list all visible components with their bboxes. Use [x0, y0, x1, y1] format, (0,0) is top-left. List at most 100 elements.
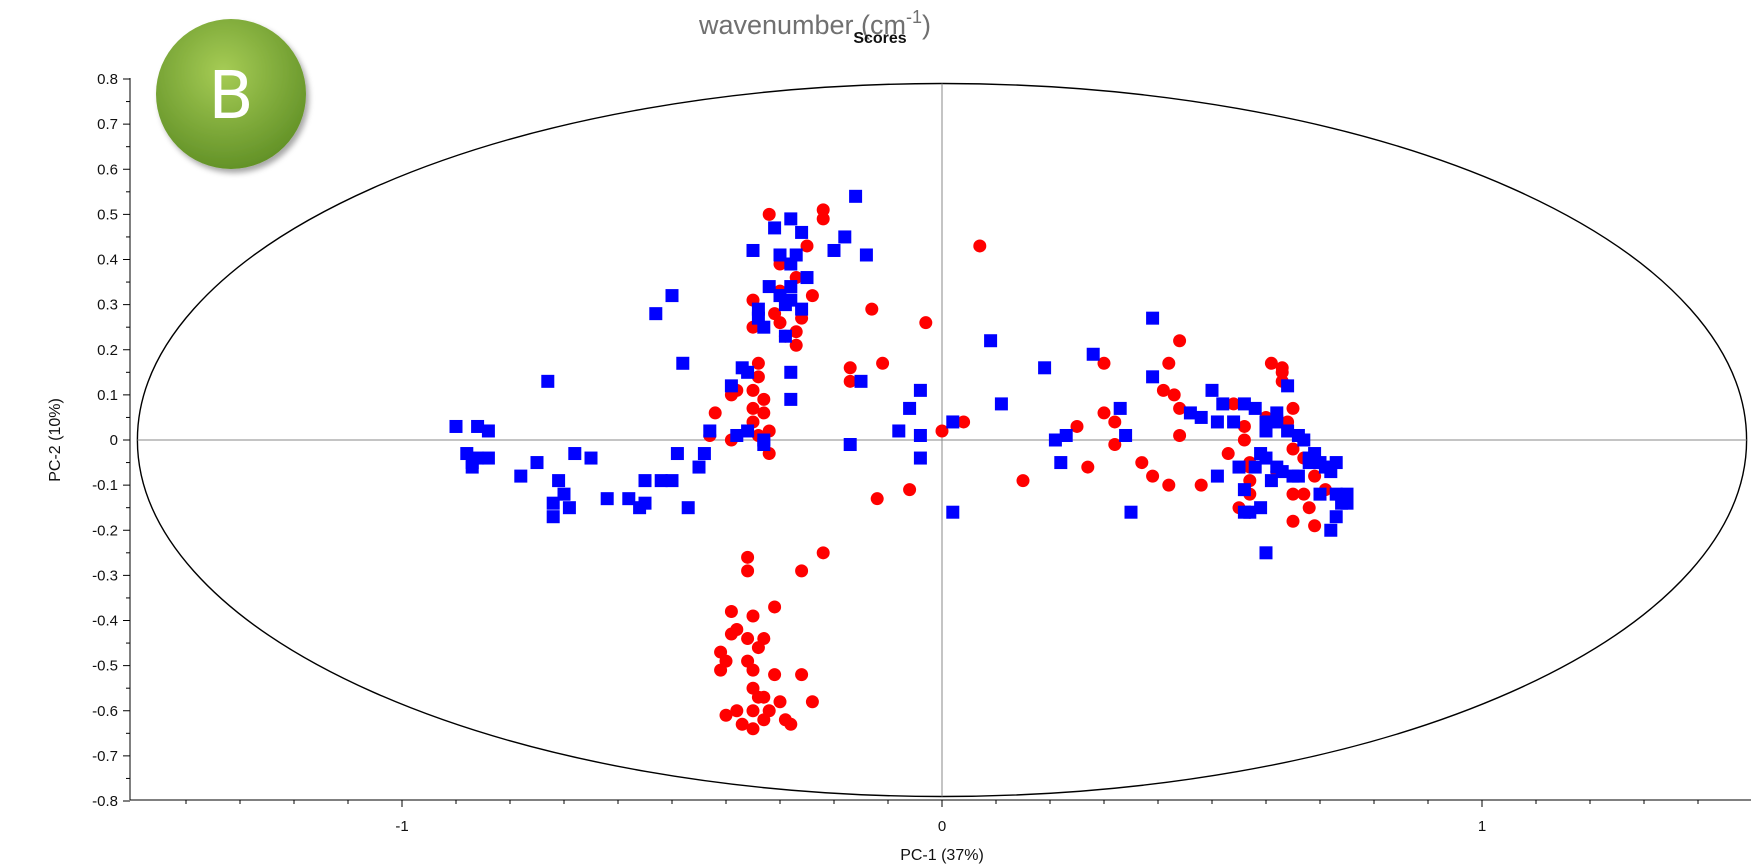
data-point-blue-square — [827, 243, 841, 257]
data-point-red-circle — [730, 704, 744, 718]
data-point-blue-square — [1237, 397, 1251, 411]
data-point-blue-square — [946, 505, 960, 519]
data-point-blue-square — [784, 257, 798, 271]
data-point-red-circle — [724, 627, 738, 641]
data-point-red-circle — [816, 546, 830, 560]
data-point-blue-square — [665, 474, 679, 488]
data-point-blue-square — [1216, 397, 1230, 411]
data-point-blue-square — [703, 424, 717, 438]
data-point-blue-square — [1297, 433, 1311, 447]
data-point-blue-square — [1146, 311, 1160, 325]
data-point-blue-square — [1227, 415, 1241, 429]
data-point-red-circle — [751, 690, 765, 704]
data-point-red-circle — [870, 492, 884, 506]
data-point-red-circle — [1173, 401, 1187, 415]
x-tick-label: -1 — [395, 818, 408, 835]
data-point-blue-square — [1248, 460, 1262, 474]
data-point-blue-square — [471, 419, 485, 433]
data-point-red-circle — [805, 695, 819, 709]
data-point-red-circle — [708, 406, 722, 420]
y-tick-label: -0.8 — [92, 793, 118, 810]
data-point-red-circle — [1173, 428, 1187, 442]
data-point-red-circle — [746, 704, 760, 718]
data-point-blue-square — [768, 221, 782, 235]
data-point-red-circle — [741, 550, 755, 564]
data-point-red-circle — [1070, 419, 1084, 433]
data-point-blue-square — [546, 510, 560, 524]
y-tick-label: -0.5 — [92, 658, 118, 675]
y-tick-label: -0.3 — [92, 567, 118, 584]
y-tick-label: 0.2 — [97, 342, 118, 359]
data-point-blue-square — [1038, 361, 1052, 375]
data-point-red-circle — [1275, 365, 1289, 379]
data-point-red-circle — [1264, 356, 1278, 370]
data-point-blue-square — [465, 460, 479, 474]
data-point-red-circle — [1016, 474, 1030, 488]
data-point-red-circle — [746, 401, 760, 415]
data-point-red-circle — [751, 370, 765, 384]
y-tick-label: -0.2 — [92, 522, 118, 539]
data-point-blue-square — [778, 298, 792, 312]
data-point-blue-square — [697, 447, 711, 461]
data-point-blue-square — [568, 447, 582, 461]
data-point-red-circle — [957, 415, 971, 429]
data-point-red-circle — [741, 632, 755, 646]
data-point-blue-square — [843, 438, 857, 452]
data-point-blue-square — [514, 469, 528, 483]
data-point-red-circle — [1237, 419, 1251, 433]
data-point-red-circle — [1308, 469, 1322, 483]
data-point-red-circle — [1108, 415, 1122, 429]
data-point-red-circle — [1097, 406, 1111, 420]
data-point-blue-square — [913, 428, 927, 442]
data-point-red-circle — [1097, 356, 1111, 370]
plot-frame — [129, 78, 1751, 801]
data-point-red-circle — [1167, 388, 1181, 402]
y-tick-label: 0.6 — [97, 161, 118, 178]
data-point-red-circle — [1286, 514, 1300, 528]
data-point-red-circle — [1286, 401, 1300, 415]
y-tick-label: 0.3 — [97, 297, 118, 314]
data-point-red-circle — [789, 338, 803, 352]
data-point-blue-square — [1232, 460, 1246, 474]
y-tick-label: -0.7 — [92, 748, 118, 765]
data-point-red-circle — [1146, 469, 1160, 483]
data-point-blue-square — [1264, 474, 1278, 488]
data-point-red-circle — [876, 356, 890, 370]
data-point-blue-square — [546, 496, 560, 510]
data-point-blue-square — [784, 280, 798, 294]
data-point-blue-square — [1194, 410, 1208, 424]
data-point-red-circle — [789, 325, 803, 339]
data-point-blue-square — [665, 289, 679, 303]
y-tick-label: 0.5 — [97, 206, 118, 223]
data-point-blue-square — [449, 419, 463, 433]
data-point-blue-square — [1059, 428, 1073, 442]
data-point-red-circle — [1302, 501, 1316, 515]
data-point-blue-square — [773, 248, 787, 262]
data-point-red-circle — [751, 356, 765, 370]
data-point-blue-square — [1324, 523, 1338, 537]
data-point-red-circle — [773, 695, 787, 709]
y-axis: 0.8 0.7 0.6 0.5 0.4 0.3 0.2 0.1 0 -0.1 -0.2 -0.3 -0.… — [92, 71, 130, 810]
data-point-blue-square — [1270, 415, 1284, 429]
y-tick-label: 0.8 — [97, 71, 118, 88]
data-point-blue-square — [638, 496, 652, 510]
data-point-red-circle — [762, 207, 776, 221]
data-point-blue-square — [1146, 370, 1160, 384]
data-point-blue-square — [784, 365, 798, 379]
data-point-red-circle — [903, 483, 917, 497]
data-point-blue-square — [762, 280, 776, 294]
data-point-blue-square — [600, 492, 614, 506]
data-point-blue-square — [757, 320, 771, 334]
x-tick-label: 0 — [938, 818, 946, 835]
y-axis-label: PC-2 (10%) — [47, 398, 64, 482]
data-point-red-circle — [1081, 460, 1095, 474]
data-point-red-circle — [800, 239, 814, 253]
data-point-red-circle — [935, 424, 949, 438]
data-point-red-circle — [741, 564, 755, 578]
data-point-red-circle — [1308, 519, 1322, 533]
data-point-red-circle — [768, 668, 782, 682]
data-point-blue-square — [1248, 401, 1262, 415]
data-point-blue-square — [1124, 505, 1138, 519]
